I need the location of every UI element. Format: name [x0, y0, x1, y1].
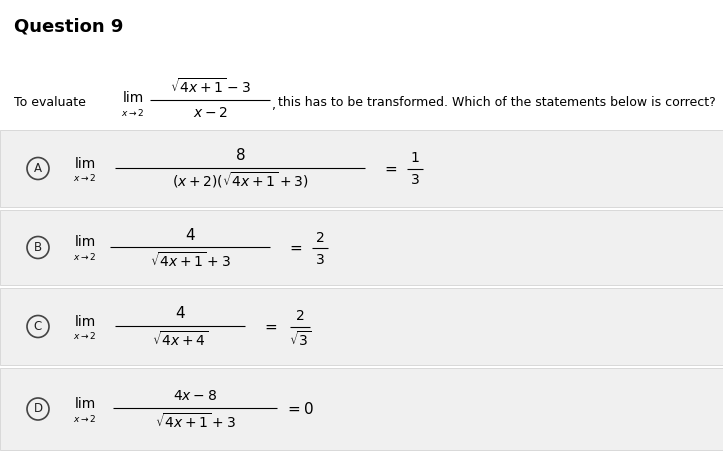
FancyBboxPatch shape	[0, 288, 723, 365]
Text: this has to be transformed. Which of the statements below is correct?: this has to be transformed. Which of the…	[278, 96, 716, 110]
Text: $\sqrt{3}$: $\sqrt{3}$	[289, 330, 311, 349]
Text: C: C	[34, 320, 42, 333]
Text: Question 9: Question 9	[14, 18, 124, 36]
Text: A: A	[34, 162, 42, 175]
Text: $x - 2$: $x - 2$	[192, 106, 228, 120]
Text: $x\rightarrow 2$: $x\rightarrow 2$	[73, 413, 97, 424]
Text: B: B	[34, 241, 42, 254]
Text: lim: lim	[74, 397, 95, 411]
Text: $x \rightarrow 2$: $x \rightarrow 2$	[121, 106, 145, 117]
Text: lim: lim	[122, 91, 144, 105]
FancyBboxPatch shape	[0, 368, 723, 450]
Text: $\sqrt{4x +1} - 3$: $\sqrt{4x +1} - 3$	[170, 77, 250, 96]
Text: $1$: $1$	[410, 151, 420, 165]
Text: lim: lim	[74, 314, 95, 328]
Text: $4$: $4$	[175, 305, 185, 322]
Text: $=$: $=$	[287, 240, 303, 255]
Text: To evaluate: To evaluate	[14, 96, 86, 110]
Text: D: D	[33, 403, 43, 415]
Text: $4x - 8$: $4x - 8$	[173, 389, 217, 403]
Text: $= 0$: $= 0$	[286, 401, 315, 417]
Text: $\sqrt{4x + 4}$: $\sqrt{4x + 4}$	[152, 330, 208, 349]
Text: $3$: $3$	[315, 252, 325, 266]
Text: ,: ,	[272, 98, 276, 111]
Text: lim: lim	[74, 156, 95, 170]
Text: $\sqrt{4x + 1} + 3$: $\sqrt{4x + 1} + 3$	[155, 413, 236, 431]
Text: $x \rightarrow 2$: $x \rightarrow 2$	[73, 251, 97, 262]
Text: $x \rightarrow 2$: $x \rightarrow 2$	[73, 172, 97, 183]
Text: $=$: $=$	[262, 319, 278, 334]
FancyBboxPatch shape	[0, 130, 723, 207]
Text: lim: lim	[74, 236, 95, 250]
Text: $\sqrt{4x + 1} + 3$: $\sqrt{4x + 1} + 3$	[150, 251, 231, 270]
Text: $2$: $2$	[295, 309, 304, 323]
Text: $=$: $=$	[382, 161, 398, 176]
Text: $3$: $3$	[410, 173, 420, 188]
Text: $2$: $2$	[315, 231, 325, 245]
Text: $4$: $4$	[184, 226, 195, 242]
Text: $8$: $8$	[235, 148, 245, 164]
Text: $(x+2)(\sqrt{4x + 1} + 3)$: $(x+2)(\sqrt{4x + 1} + 3)$	[172, 171, 308, 190]
Text: $x \rightarrow 2$: $x \rightarrow 2$	[73, 330, 97, 341]
FancyBboxPatch shape	[0, 210, 723, 285]
